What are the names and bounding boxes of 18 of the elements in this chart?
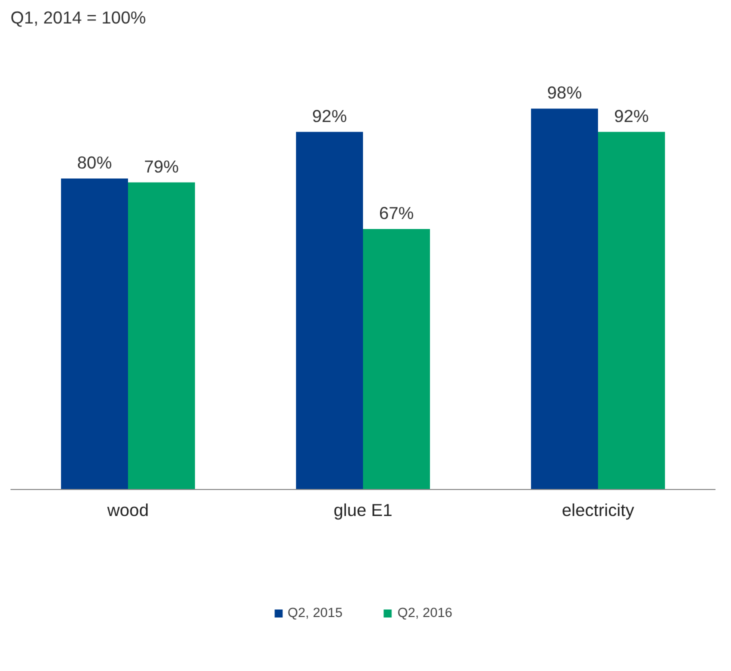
bar <box>296 132 363 490</box>
bar <box>598 132 665 490</box>
legend-label: Q2, 2016 <box>398 605 452 620</box>
bar <box>61 178 128 490</box>
legend-label: Q2, 2015 <box>288 605 342 620</box>
data-label: 92% <box>614 106 649 126</box>
data-label: 98% <box>547 82 582 103</box>
data-label: 79% <box>144 156 179 176</box>
data-label: 67% <box>379 203 414 224</box>
x-tick-label: electricity <box>562 500 634 520</box>
bar <box>531 108 598 490</box>
bar <box>363 229 430 490</box>
data-label: 92% <box>312 106 347 126</box>
data-label: 80% <box>77 152 112 173</box>
x-tick-label: glue E1 <box>334 500 392 520</box>
x-tick-label: wood <box>106 500 149 520</box>
chart-title: Q1, 2014 = 100% <box>10 8 146 28</box>
bar <box>128 182 195 490</box>
